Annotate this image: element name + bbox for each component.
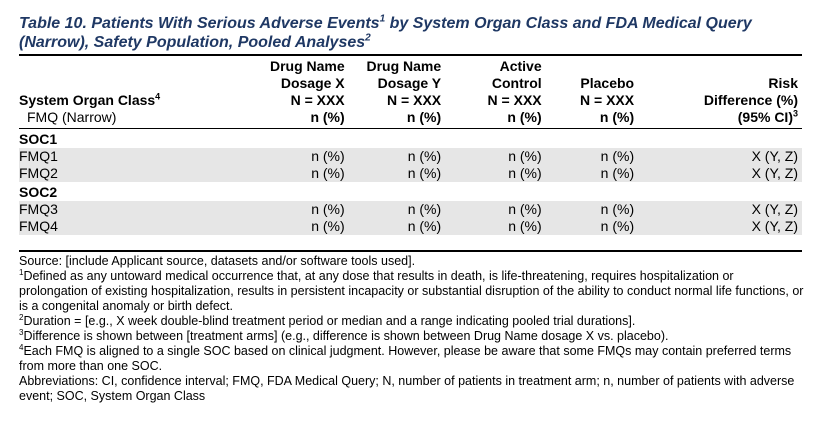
cell-placebo: n (%) <box>545 218 639 235</box>
table-top-rule <box>19 54 802 56</box>
fmq-label: FMQ2 <box>19 165 249 182</box>
title-sup-2: 2 <box>365 32 371 44</box>
fmq-label: FMQ1 <box>19 148 249 165</box>
table-row: FMQ3 n (%) n (%) n (%) n (%) X (Y, Z) <box>19 201 802 218</box>
cell-dosage-x: n (%) <box>248 165 349 182</box>
cell-active-control: n (%) <box>445 165 546 182</box>
soc-row: SOC2 <box>19 182 802 201</box>
soc-label: SOC1 <box>19 131 58 147</box>
footnote-4: 4Each FMQ is aligned to a single SOC bas… <box>19 342 792 373</box>
cell-risk-difference: X (Y, Z) <box>638 201 802 218</box>
cell-placebo: n (%) <box>545 148 639 165</box>
cell-active-control: n (%) <box>445 148 546 165</box>
cell-active-control: n (%) <box>445 218 546 235</box>
table-bottom-rule <box>19 250 802 252</box>
header-placebo: Placebo N = XXX n (%) <box>580 75 635 125</box>
header-soc-line1: System Organ Class4 <box>19 91 161 108</box>
header-fmq: FMQ (Narrow) <box>27 109 117 125</box>
cell-dosage-x: n (%) <box>248 201 349 218</box>
cell-dosage-y: n (%) <box>348 165 446 182</box>
soc-label: SOC2 <box>19 184 58 200</box>
title-line1: Table 10. Patients With Serious Adverse … <box>19 15 380 32</box>
cell-dosage-y: n (%) <box>348 148 446 165</box>
header-soc: System Organ Class4 FMQ (Narrow) <box>19 58 248 126</box>
cell-dosage-x: n (%) <box>248 148 349 165</box>
table-row: FMQ1 n (%) n (%) n (%) n (%) X (Y, Z) <box>19 148 802 165</box>
cell-dosage-y: n (%) <box>348 201 446 218</box>
adverse-events-table: System Organ Class4 FMQ (Narrow) Drug Na… <box>19 58 802 235</box>
footnote-2: 2Duration = [e.g., X week double-blind t… <box>19 312 636 328</box>
header-row: System Organ Class4 FMQ (Narrow) Drug Na… <box>19 58 802 126</box>
fmq-label: FMQ4 <box>19 218 249 235</box>
cell-dosage-y: n (%) <box>348 218 446 235</box>
table-row: FMQ4 n (%) n (%) n (%) n (%) X (Y, Z) <box>19 218 802 235</box>
footnote-3: 3Difference is shown between [treatment … <box>19 327 669 343</box>
footnote-1: 1Defined as any untoward medical occurre… <box>19 267 804 313</box>
title-line2: (Narrow), Safety Population, Pooled Anal… <box>19 34 366 51</box>
table-footnotes: Source: [include Applicant source, datas… <box>19 254 804 404</box>
cell-risk-difference: X (Y, Z) <box>638 218 802 235</box>
table-title: Table 10. Patients With Serious Adverse … <box>19 14 809 52</box>
title-sup-1: 1 <box>379 13 386 25</box>
fmq-label: FMQ3 <box>19 201 249 218</box>
title-line1-rest: by System Organ Class and FDA Medical Qu… <box>385 15 752 32</box>
header-dosage-y: Drug Name Dosage Y N = XXX n (%) <box>366 58 442 125</box>
footnote-abbreviations: Abbreviations: CI, confidence interval; … <box>19 374 795 403</box>
table-row: FMQ2 n (%) n (%) n (%) n (%) X (Y, Z) <box>19 165 802 182</box>
cell-risk-difference: X (Y, Z) <box>638 165 802 182</box>
footnote-source: Source: [include Applicant source, datas… <box>19 254 416 268</box>
cell-placebo: n (%) <box>545 201 639 218</box>
cell-risk-difference: X (Y, Z) <box>638 148 802 165</box>
header-active-control: Active Control N = XXX n (%) <box>487 58 542 125</box>
header-dosage-x: Drug Name Dosage X N = XXX n (%) <box>269 58 345 125</box>
header-risk-difference: Risk Difference (%) (95% CI)3 <box>703 75 798 125</box>
cell-placebo: n (%) <box>545 165 639 182</box>
cell-active-control: n (%) <box>445 201 546 218</box>
soc-row: SOC1 <box>19 129 802 148</box>
cell-dosage-x: n (%) <box>248 218 349 235</box>
